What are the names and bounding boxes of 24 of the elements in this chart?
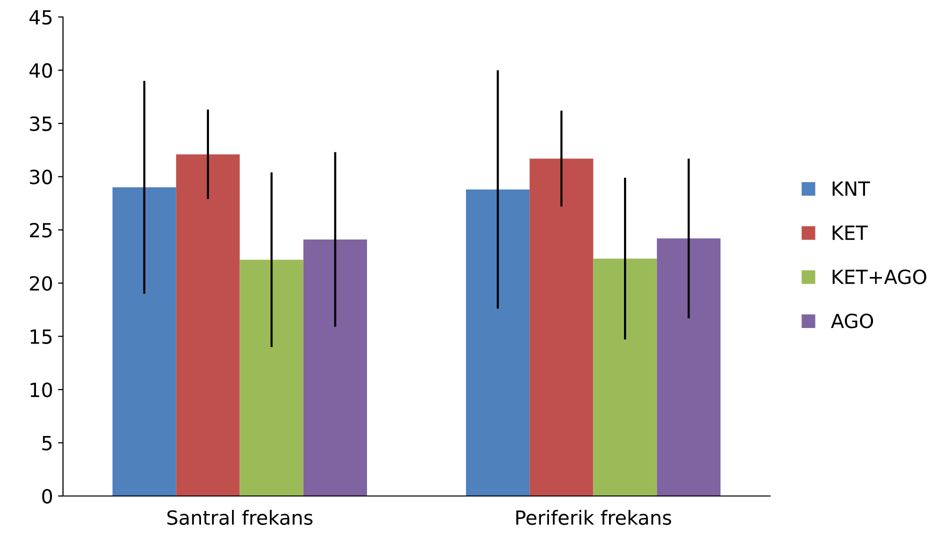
y-tick-label: 35 — [30, 116, 52, 132]
y-tick-label: 10 — [30, 382, 52, 398]
bar — [466, 189, 530, 496]
legend-label: AGO — [830, 314, 874, 328]
legend-label: KNT — [832, 182, 870, 196]
bar — [656, 238, 721, 496]
legend-label: KET+AGO — [832, 269, 926, 284]
bar — [176, 154, 240, 496]
bar — [530, 158, 594, 496]
legend-label: KET — [832, 226, 868, 240]
y-tick-label: 15 — [30, 330, 52, 344]
y-tick-label: 25 — [30, 222, 52, 238]
y-tick-label: 5 — [42, 436, 52, 450]
y-tick-label: 20 — [30, 276, 52, 291]
bar — [112, 187, 176, 496]
x-tick-label: Periferik frekans — [516, 510, 672, 525]
bar — [593, 258, 657, 496]
bar — [303, 239, 368, 496]
y-tick-label: 40 — [29, 63, 52, 78]
y-tick-label: 45 — [29, 10, 52, 25]
bar — [240, 260, 304, 496]
y-tick-label: 30 — [30, 170, 52, 184]
y-tick-label: 0 — [42, 488, 52, 504]
x-tick-label: Santral frekans — [167, 510, 312, 525]
